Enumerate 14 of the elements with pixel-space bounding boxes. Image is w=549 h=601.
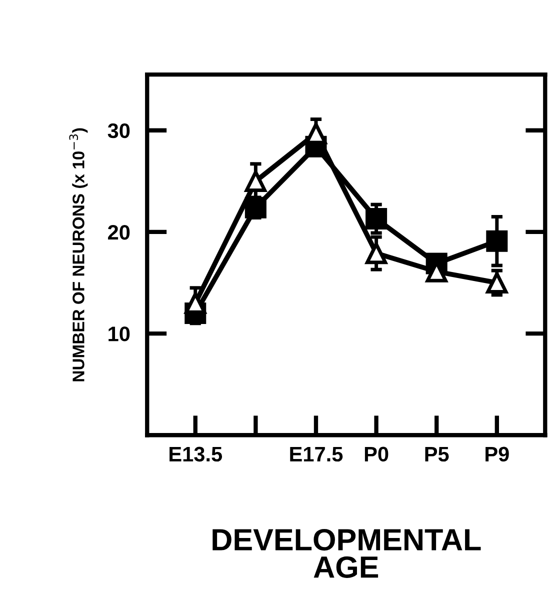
x-tick-label: P0: [364, 446, 388, 462]
y-tick-label: 30: [108, 123, 130, 138]
x-tick-label: P9: [486, 446, 509, 462]
x-tick-label: P5: [425, 447, 449, 462]
point: [244, 170, 266, 192]
point: [486, 230, 508, 252]
x-tick-label: E17.5: [290, 447, 343, 462]
x-axis-title: DEVELOPMENTAL AGE: [212, 528, 481, 578]
x-tick-label: E13.5: [170, 446, 222, 462]
y-tick-label: 20: [108, 224, 130, 240]
point: [244, 196, 266, 218]
point: [366, 208, 388, 230]
y-axis-title: NUMBER OF NEURONS (x 10$^{−3}$): [69, 128, 88, 382]
y-tick-label: 10: [108, 326, 130, 342]
